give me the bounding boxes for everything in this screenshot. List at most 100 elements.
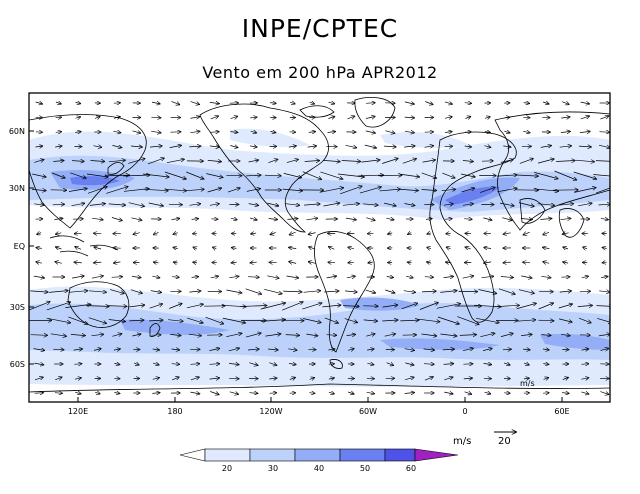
wind-arrow xyxy=(419,303,438,310)
wind-arrow xyxy=(497,175,517,176)
wind-arrow xyxy=(562,393,569,394)
wind-arrow xyxy=(267,349,278,350)
map-frame xyxy=(28,92,611,403)
wind-arrow xyxy=(50,333,66,336)
wind-arrow xyxy=(366,218,374,221)
wind-arrow xyxy=(56,247,62,249)
wind-arrow xyxy=(249,393,257,394)
wind-arrow xyxy=(288,349,296,350)
wind-arrow xyxy=(575,160,594,162)
lon-label-60e: 60E xyxy=(554,407,569,416)
wind-arrow xyxy=(500,333,513,337)
wind-arrow xyxy=(562,233,569,234)
wind-arrow xyxy=(248,160,259,162)
wind-arrow xyxy=(34,204,43,205)
wind-arrow xyxy=(382,320,397,321)
wind-arrow xyxy=(436,304,460,309)
wind-arrow xyxy=(543,262,550,264)
wind-arrow xyxy=(400,189,418,190)
wind-arrow xyxy=(190,377,199,381)
wind-arrow xyxy=(149,320,163,321)
wind-arrow xyxy=(304,204,320,205)
wind-arrow xyxy=(542,102,549,104)
wind-arrow xyxy=(365,289,376,293)
wind-arrow xyxy=(29,302,50,311)
wind-arrow xyxy=(344,291,357,292)
wind-arrow xyxy=(264,288,282,293)
wind-arrow xyxy=(74,262,82,263)
wind-arrow xyxy=(462,276,474,278)
wind-arrow xyxy=(440,334,456,336)
wind-arrow xyxy=(559,146,572,147)
wind-arrow xyxy=(457,316,478,325)
wind-arrow xyxy=(581,349,589,350)
wind-arrow xyxy=(534,172,558,178)
wind-arrow xyxy=(250,146,257,147)
wind-arrow xyxy=(404,349,414,351)
wind-arrow xyxy=(246,189,260,192)
wind-arrow xyxy=(108,320,125,322)
wind-arrow xyxy=(309,262,316,264)
wind-arrow xyxy=(480,333,494,338)
wind-arrow xyxy=(55,377,62,380)
wind-arrow xyxy=(514,175,538,176)
wind-arrow xyxy=(308,233,316,235)
wind-arrow xyxy=(289,363,296,364)
wind-arrow xyxy=(250,262,257,263)
colorbar-segment-40-50 xyxy=(294,448,341,462)
wind-arrow xyxy=(207,160,221,161)
wind-arrow xyxy=(260,320,285,322)
wind-arrow xyxy=(345,218,356,220)
wind-arrow xyxy=(34,160,43,163)
wind-arrow xyxy=(171,377,179,380)
wind-arrow xyxy=(595,161,610,162)
wind-arrow xyxy=(502,218,512,221)
wind-arrow xyxy=(286,276,299,278)
wind-arrow xyxy=(427,262,432,263)
wind-arrow xyxy=(35,102,43,104)
wind-arrow xyxy=(421,291,436,292)
wind-arrow xyxy=(270,103,276,104)
wind-arrow xyxy=(427,233,431,234)
wind-arrow xyxy=(114,393,119,394)
wind-arrow xyxy=(425,219,432,220)
wind-arrow xyxy=(34,393,43,394)
wind-arrow xyxy=(37,233,42,235)
wind-arrow xyxy=(405,363,413,365)
wind-arrow xyxy=(190,117,199,119)
wind-arrow xyxy=(328,392,334,394)
wind-arrow xyxy=(154,232,159,234)
colorbar: 20 30 40 50 60 xyxy=(179,448,459,473)
wind-arrow xyxy=(245,288,262,294)
wind-arrow xyxy=(543,364,548,365)
wind-arrow xyxy=(561,117,569,118)
wind-arrow xyxy=(363,320,378,321)
wind-arrow xyxy=(561,334,570,335)
lat-label-30s: 30S xyxy=(10,303,25,312)
wind-arrow xyxy=(366,334,375,336)
wind-vectors xyxy=(29,101,610,394)
wind-arrow xyxy=(328,102,335,103)
wind-arrow xyxy=(229,276,238,277)
latitude-axis: 60N 30N EQ 30S 60S xyxy=(9,127,34,369)
wind-arrow xyxy=(465,117,470,119)
wind-arrow xyxy=(207,188,222,193)
wind-arrow xyxy=(563,262,569,263)
wind-arrow xyxy=(113,131,120,132)
wind-arrow xyxy=(593,174,610,177)
wind-arrow xyxy=(503,233,511,234)
wind-arrow xyxy=(72,161,84,162)
wind-arrow xyxy=(68,189,87,192)
wind-arrow xyxy=(287,219,297,220)
wind-arrow xyxy=(537,204,555,206)
wind-arrow xyxy=(385,131,394,134)
wind-arrow xyxy=(283,173,302,177)
wind-arrow xyxy=(133,233,140,235)
wind-arrow xyxy=(164,171,186,179)
wind-arrow xyxy=(49,291,68,293)
wind-arrow xyxy=(206,173,222,178)
wind-arrow xyxy=(337,173,364,177)
wind-arrow xyxy=(112,145,121,147)
wind-arrow xyxy=(68,291,88,293)
wind-arrow xyxy=(425,101,433,105)
